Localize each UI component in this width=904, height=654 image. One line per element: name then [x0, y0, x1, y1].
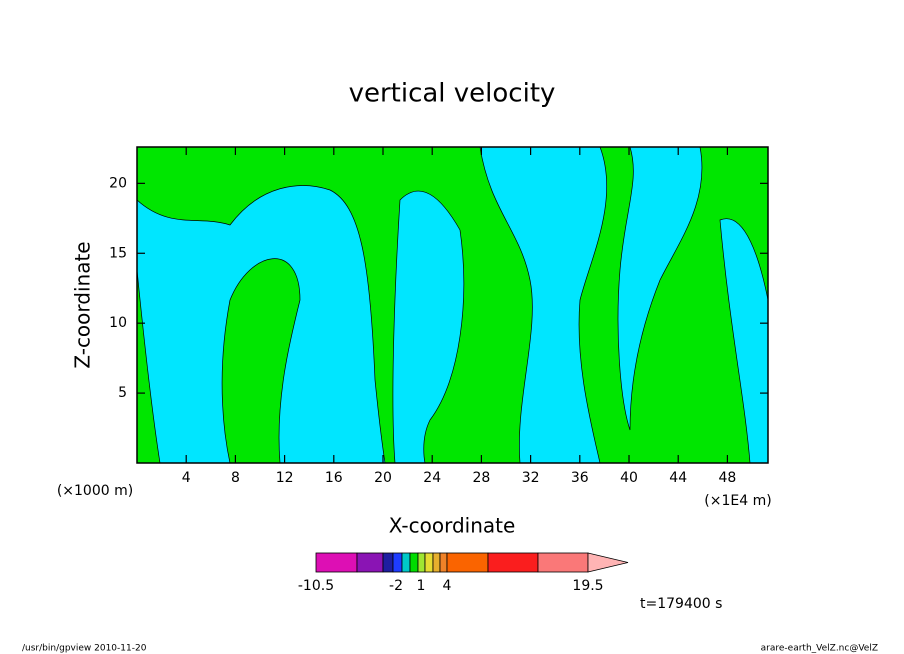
contour-region [617, 146, 703, 431]
x-axis-label: X-coordinate [389, 514, 516, 538]
colorbar-segment [382, 552, 394, 573]
colorbar-segment [487, 552, 539, 573]
colorbar-segment [537, 552, 589, 573]
chart-title: vertical velocity [349, 79, 556, 109]
colorbar-segment [417, 552, 426, 573]
colorbar-segment [356, 552, 384, 573]
y-tick-label: 20 [109, 175, 127, 191]
colorbar-label: -10.5 [298, 578, 334, 594]
x-tick-label: 32 [522, 470, 540, 486]
x-tick-label: 40 [620, 470, 638, 486]
x-tick-label: 48 [718, 470, 736, 486]
colorbar-segment [315, 552, 358, 573]
x-tick-label: 4 [182, 470, 191, 486]
x-tick-label: 24 [423, 470, 441, 486]
x-tick-label: 20 [374, 470, 392, 486]
y-tick-label: 10 [109, 315, 127, 331]
colorbar-label: -2 [389, 578, 403, 594]
colorbar-segment [439, 552, 448, 573]
colorbar-segment [432, 552, 441, 573]
x-tick-label: 36 [571, 470, 589, 486]
colorbar-label: 4 [443, 578, 452, 594]
time-label: t=179400 s [640, 596, 722, 612]
y-tick-label: 5 [118, 385, 127, 401]
x-tick-label: 8 [231, 470, 240, 486]
contour-region [136, 185, 386, 464]
colorbar-segment [424, 552, 434, 573]
colorbar-segment [446, 552, 489, 573]
x-unit: (×1E4 m) [704, 493, 771, 509]
colorbar-label: 1 [417, 578, 426, 594]
footer-left: /usr/bin/gpview 2010-11-20 [22, 644, 147, 654]
colorbar-segment [401, 552, 411, 573]
plot-frame [136, 146, 769, 464]
y-unit: (×1000 m) [57, 483, 133, 499]
contour-region [719, 218, 769, 464]
footer-right: arare-earth_VelZ.nc@VelZ [761, 644, 878, 654]
colorbar-label: 19.5 [572, 578, 603, 594]
x-tick-label: 28 [472, 470, 490, 486]
colorbar-segment [409, 552, 419, 573]
contour-field [136, 146, 769, 464]
y-axis-label: Z-coordinate [71, 241, 95, 368]
colorbar-arrow [587, 552, 629, 573]
x-tick-label: 12 [276, 470, 294, 486]
colorbar-segment [392, 552, 403, 573]
x-tick-label: 44 [669, 470, 687, 486]
y-tick-label: 15 [109, 245, 127, 261]
contour-region [392, 190, 465, 464]
x-tick-label: 16 [325, 470, 343, 486]
